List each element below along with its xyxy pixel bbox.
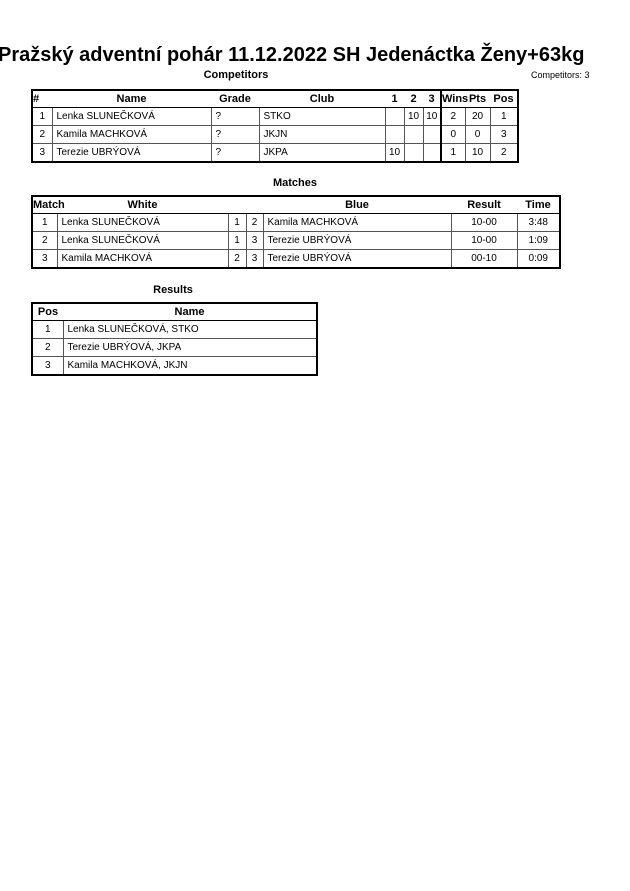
matches-table: Match White Blue Result Time 1 Lenka SLUNEČKOV… xyxy=(31,195,561,269)
competitors-cell: 0 xyxy=(464,125,491,144)
competitors-cell: JKJN xyxy=(258,125,386,144)
matches-cell: 00-10 xyxy=(450,249,518,269)
table-row: 1 Lenka SLUNEČKOVÁ? STKO 10 10 2 20 1 xyxy=(31,107,519,126)
matches-header: Result xyxy=(451,196,517,214)
results-heading: Results xyxy=(153,284,193,296)
matches-cell: 2 xyxy=(245,213,264,232)
matches-cell: 3 xyxy=(31,249,58,269)
competitors-count: Competitors: 3 xyxy=(531,70,590,80)
competitors-cell: ? xyxy=(210,143,260,163)
table-row: 3 Kamila MACHKOVÁ, JKJN xyxy=(31,356,318,376)
competitors-cell xyxy=(384,125,405,144)
competitors-cell: Lenka SLUNEČKOVÁ xyxy=(51,107,212,126)
matches-cell: Kamila MACHKOVÁ xyxy=(56,249,229,269)
competitors-header: # xyxy=(32,90,52,108)
competitors-cell xyxy=(384,107,405,126)
table-row: 2 Terezie UBRÝOVÁ, JKPA xyxy=(31,338,318,357)
competitors-header: 3 xyxy=(423,90,441,108)
results-cell: Kamila MACHKOVÁ, JKJN xyxy=(62,356,318,376)
competitors-table: # Name Grade Club 1 2 3 Wins Pts Pos 1 Lenka SLUNEČ… xyxy=(31,89,519,163)
page-title: Pražský adventní pohár 11.12.2022 SH Jed… xyxy=(0,44,585,66)
competitors-cell: 3 xyxy=(31,143,53,163)
matches-cell: Lenka SLUNEČKOVÁ xyxy=(56,231,229,250)
results-cell: 2 xyxy=(31,338,64,357)
matches-cell: 3:48 xyxy=(516,213,561,232)
matches-cell: Terezie UBRÝOVÁ xyxy=(262,231,452,250)
table-row: 1 Lenka SLUNEČKOVÁ 1 2 Kamila MACHKOVÁ 10-00 3… xyxy=(31,213,561,232)
results-cell: Lenka SLUNEČKOVÁ, STKO xyxy=(62,320,318,339)
matches-heading: Matches xyxy=(272,177,318,189)
competitors-cell xyxy=(422,125,442,144)
matches-cell: 2 xyxy=(31,231,58,250)
competitors-header: Club xyxy=(259,90,385,108)
matches-header: White xyxy=(57,196,228,214)
matches-header xyxy=(246,196,263,214)
competitors-cell: Kamila MACHKOVÁ xyxy=(51,125,212,144)
competitors-header: 1 xyxy=(385,90,404,108)
table-row: 3 Terezie UBRÝOVÁ? JKPA 10 1 10 2 xyxy=(31,143,519,163)
matches-cell: 1 xyxy=(227,213,247,232)
results-cell: 3 xyxy=(31,356,64,376)
competitors-cell: STKO xyxy=(258,107,386,126)
results-cell: 1 xyxy=(31,320,64,339)
competitors-cell: 10 xyxy=(384,143,405,163)
matches-cell: 2 xyxy=(227,249,247,269)
matches-cell: 10-00 xyxy=(450,231,518,250)
competitors-cell: JKPA xyxy=(258,143,386,163)
results-table: Pos Name 1 Lenka SLUNEČKOVÁ, STKO 2 Terezie U… xyxy=(31,302,318,376)
competitors-header: Pts xyxy=(465,90,490,108)
competitors-cell: 2 xyxy=(31,125,53,144)
matches-cell: 3 xyxy=(245,231,264,250)
competitors-cell: 2 xyxy=(440,107,466,126)
competitors-cell xyxy=(422,143,442,163)
competitors-cell: 2 xyxy=(489,143,519,163)
competitors-header: Wins xyxy=(440,90,468,108)
matches-header xyxy=(228,196,246,214)
matches-header: Blue xyxy=(263,196,451,214)
matches-cell: 1:09 xyxy=(516,231,561,250)
competitors-cell: 20 xyxy=(464,107,491,126)
matches-cell: 0:09 xyxy=(516,249,561,269)
competitors-header: Grade xyxy=(211,90,259,108)
competitors-cell: 1 xyxy=(31,107,53,126)
competitors-cell: 1 xyxy=(440,143,466,163)
competitors-cell: 1 xyxy=(489,107,519,126)
matches-cell: Terezie UBRÝOVÁ xyxy=(262,249,452,269)
matches-cell: Lenka SLUNEČKOVÁ xyxy=(56,213,229,232)
results-header: Pos xyxy=(32,303,63,321)
matches-cell: Kamila MACHKOVÁ xyxy=(262,213,452,232)
competitors-heading: Competitors xyxy=(203,69,269,81)
competitors-cell: 10 xyxy=(403,107,424,126)
competitors-cell: ? xyxy=(210,107,260,126)
competitors-cell: 0 xyxy=(440,125,466,144)
matches-header: Time xyxy=(517,196,560,214)
competitors-cell xyxy=(403,125,424,144)
competitors-cell xyxy=(403,143,424,163)
matches-cell: 10-00 xyxy=(450,213,518,232)
matches-cell: 3 xyxy=(245,249,264,269)
competitors-cell: Terezie UBRÝOVÁ xyxy=(51,143,212,163)
table-row: 2 Lenka SLUNEČKOVÁ 1 3 Terezie UBRÝOVÁ 10-00 1… xyxy=(31,231,561,250)
results-header: Name xyxy=(63,303,317,321)
matches-cell: 1 xyxy=(31,213,58,232)
table-row: 2 Kamila MACHKOVÁ? JKJN 0 0 3 xyxy=(31,125,519,144)
competitors-header: 2 xyxy=(404,90,423,108)
results-cell: Terezie UBRÝOVÁ, JKPA xyxy=(62,338,318,357)
matches-cell: 1 xyxy=(227,231,247,250)
competitors-cell: 10 xyxy=(464,143,491,163)
table-row: 1 Lenka SLUNEČKOVÁ, STKO xyxy=(31,320,318,339)
competitors-cell: ? xyxy=(210,125,260,144)
matches-header: Match xyxy=(32,196,65,214)
competitors-header: Name xyxy=(52,90,211,108)
competitors-header: Pos xyxy=(490,90,518,108)
competitors-cell: 10 xyxy=(422,107,442,126)
competitors-cell: 3 xyxy=(489,125,519,144)
table-row: 3 Kamila MACHKOVÁ 2 3 Terezie UBRÝOVÁ 00-10 0:… xyxy=(31,249,561,269)
